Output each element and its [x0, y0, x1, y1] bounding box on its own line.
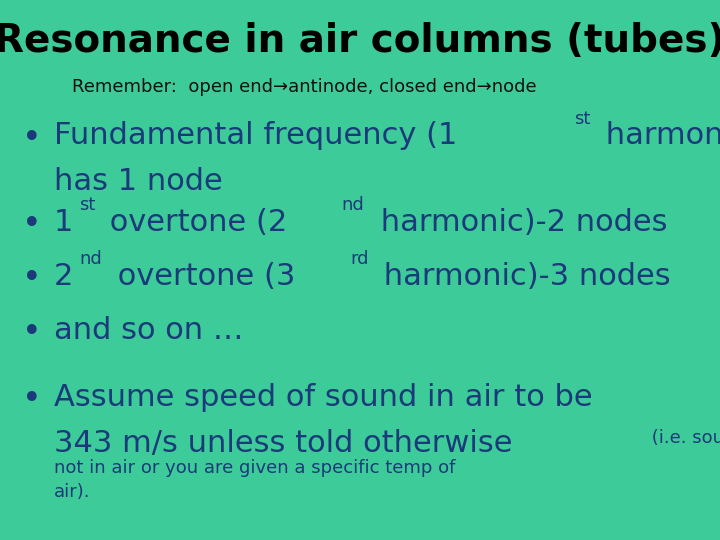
Text: harmonic)-3 nodes: harmonic)-3 nodes [374, 262, 670, 291]
Text: has 1 node: has 1 node [54, 167, 222, 197]
Text: not in air or you are given a specific temp of: not in air or you are given a specific t… [54, 459, 455, 477]
Text: (i.e. sound: (i.e. sound [646, 429, 720, 447]
Text: •: • [22, 383, 41, 416]
Text: overtone (3: overtone (3 [108, 262, 296, 291]
Text: nd: nd [79, 250, 102, 268]
Text: 2: 2 [54, 262, 73, 291]
Text: Fundamental frequency (1: Fundamental frequency (1 [54, 122, 457, 151]
Text: •: • [22, 316, 41, 349]
Text: st: st [575, 110, 591, 127]
Text: st: st [79, 196, 95, 214]
Text: •: • [22, 122, 41, 154]
Text: rd: rd [350, 250, 369, 268]
Text: air).: air). [54, 483, 91, 501]
Text: Remember:  open end→antinode, closed end→node: Remember: open end→antinode, closed end→… [72, 78, 536, 96]
Text: overtone (2: overtone (2 [100, 208, 287, 237]
Text: •: • [22, 208, 41, 241]
Text: Assume speed of sound in air to be: Assume speed of sound in air to be [54, 383, 593, 413]
Text: and so on …: and so on … [54, 316, 243, 345]
Text: harmonic): harmonic) [595, 122, 720, 151]
Text: Resonance in air columns (tubes): Resonance in air columns (tubes) [0, 22, 720, 59]
Text: harmonic)-2 nodes: harmonic)-2 nodes [371, 208, 667, 237]
Text: 1: 1 [54, 208, 73, 237]
Text: nd: nd [342, 196, 364, 214]
Text: 343 m/s unless told otherwise: 343 m/s unless told otherwise [54, 429, 513, 458]
Text: •: • [22, 262, 41, 295]
